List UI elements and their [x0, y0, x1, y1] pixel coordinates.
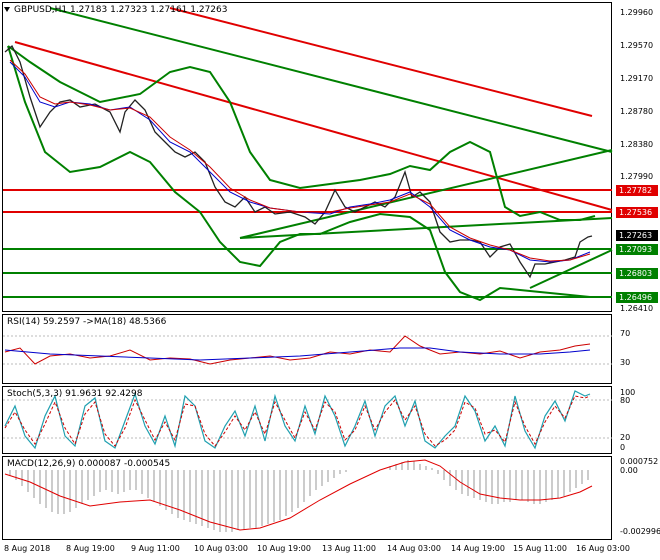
- stochastic-pane[interactable]: Stoch(5,3,3) 91.9631 92.4298 100 80 20 0: [0, 386, 660, 454]
- macd-frame: [2, 456, 612, 540]
- price-chart-frame: [2, 2, 612, 312]
- rsi-axis-label: 30: [620, 358, 631, 367]
- green-trend-rising-3: [529, 249, 613, 289]
- price-axis-label: 1.29170: [620, 74, 654, 83]
- macd-signal-line: [4, 459, 593, 531]
- macd-header: MACD(12,26,9) 0.000087 -0.000545: [7, 459, 171, 469]
- price-candles-path: [4, 44, 593, 279]
- price-chart-header: GBPUSD,H1 1.27183 1.27323 1.27161 1.2726…: [14, 5, 228, 15]
- rsi-header: RSI(14) 59.2597 ->MA(18) 48.5366: [7, 317, 167, 327]
- symbol-dropdown-triangle: [4, 7, 10, 12]
- time-axis-label: 8 Aug 19:00: [66, 544, 115, 553]
- bollinger-lower: [7, 45, 591, 302]
- macd-axis-label: 0.000752: [620, 457, 659, 466]
- price-axis-label: 1.27990: [620, 172, 654, 181]
- stoch-signal-line: [4, 395, 591, 447]
- stochastic-header: Stoch(5,3,3) 91.9631 92.4298: [7, 389, 143, 399]
- price-axis-label: 1.28380: [620, 140, 654, 149]
- time-axis-label: 9 Aug 11:00: [131, 544, 180, 553]
- price-axis-label: 1.29570: [620, 41, 654, 50]
- time-axis-label: 10 Aug 19:00: [257, 544, 311, 553]
- stochastic-frame: [2, 386, 612, 454]
- rsi-canvas: [3, 335, 612, 365]
- price-chart-pane[interactable]: GBPUSD,H1 1.27183 1.27323 1.27161 1.2726…: [0, 2, 660, 313]
- time-axis-label: 13 Aug 11:00: [322, 544, 376, 553]
- stochastic-axis-label: 80: [620, 396, 631, 405]
- support-price-tag: 1.26803: [616, 268, 658, 279]
- rsi-axis-label: 70: [620, 329, 631, 338]
- time-axis-label: 8 Aug 2018: [4, 544, 51, 553]
- macd-histogram: [9, 460, 589, 532]
- rsi-frame: [2, 314, 612, 384]
- macd-pane[interactable]: MACD(12,26,9) 0.000087 -0.000545 0.00075…: [0, 456, 660, 540]
- stochastic-axis-label: 100: [620, 388, 636, 397]
- ma-slow: [9, 59, 591, 262]
- stoch-main-line: [4, 390, 591, 450]
- ma-fast: [9, 61, 591, 263]
- bollinger-upper: [7, 45, 596, 221]
- price-axis-label: 1.28780: [620, 107, 654, 116]
- current-price-tag: 1.27263: [616, 230, 658, 241]
- macd-axis-label: -0.002996: [620, 527, 660, 536]
- rsi-line: [4, 335, 591, 365]
- time-axis-label: 10 Aug 03:00: [194, 544, 248, 553]
- resistance-price-tag: 1.27536: [616, 207, 658, 218]
- rsi-pane[interactable]: RSI(14) 59.2597 ->MA(18) 48.5366 70 30: [0, 314, 660, 384]
- green-trend-rising-1: [239, 149, 613, 239]
- resistance-price-tag: 1.27782: [616, 185, 658, 196]
- time-axis-label: 14 Aug 03:00: [387, 544, 441, 553]
- stochastic-axis-label: 20: [620, 433, 631, 442]
- support-price-tag: 1.26496: [616, 292, 658, 303]
- price-axis-label: 1.29960: [620, 8, 654, 17]
- stochastic-canvas: [3, 390, 612, 450]
- time-axis-label: 16 Aug 03:00: [576, 544, 630, 553]
- green-channel-upper: [49, 7, 613, 153]
- stochastic-axis-label: 0: [620, 443, 626, 452]
- rsi-ma-line: [4, 347, 591, 361]
- macd-axis-label: 0.00: [620, 466, 638, 475]
- red-channel-lower: [14, 41, 613, 211]
- price-chart-canvas: [3, 7, 613, 302]
- macd-canvas: [4, 459, 593, 532]
- time-axis-label: 14 Aug 19:00: [451, 544, 505, 553]
- support-price-tag: 1.27093: [616, 244, 658, 255]
- red-channel-upper: [169, 7, 593, 117]
- price-axis-label: 1.26410: [620, 304, 654, 313]
- time-axis-label: 15 Aug 11:00: [513, 544, 567, 553]
